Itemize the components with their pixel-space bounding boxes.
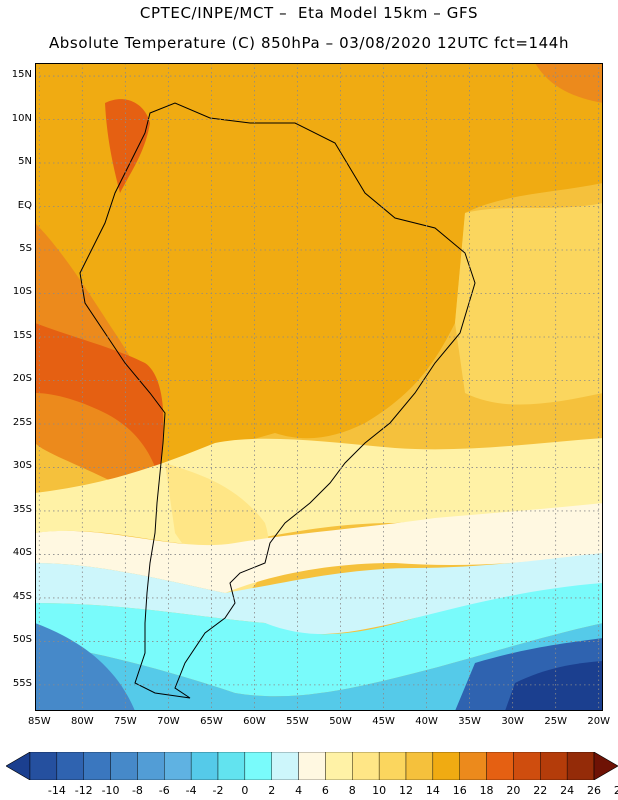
colorbar-segment: [137, 752, 165, 780]
colorbar-segment: [56, 752, 84, 780]
colorbar-segment: [190, 752, 219, 780]
caribbean-hot-area: [535, 63, 603, 103]
colorbar-segment: [244, 752, 272, 780]
colorbar-segment: [352, 752, 380, 780]
longitude-label: 60W: [243, 716, 266, 727]
colorbar-label: 10: [372, 784, 387, 797]
longitude-label: 50W: [329, 716, 352, 727]
colorbar-segment: [83, 752, 111, 780]
colorbar-label: -6: [158, 784, 170, 797]
longitude-label: 30W: [501, 716, 524, 727]
colorbar-segment: [164, 752, 192, 780]
latitude-label: 40S: [12, 547, 32, 559]
latitude-label: 30S: [12, 460, 32, 472]
longitude-label: 35W: [458, 716, 481, 727]
longitude-label: 65W: [200, 716, 223, 727]
longitude-label: 70W: [157, 716, 180, 727]
colorbar-label: -10: [101, 784, 120, 797]
latitude-label: 50S: [12, 634, 32, 646]
tropical-warm-area: [35, 63, 603, 493]
pale-cyan-band: [35, 553, 603, 635]
latitude-label: 10S: [12, 286, 32, 298]
cyan-band: [35, 583, 603, 697]
cream-transition-band: [35, 503, 603, 593]
colorbar-label: -14: [47, 784, 66, 797]
colorbar-segment: [405, 752, 434, 780]
latitude-label: 5S: [19, 243, 32, 254]
longitude-label: 20W: [587, 716, 610, 727]
colorbar-segment: [459, 752, 487, 780]
colorbar-label: 22: [533, 784, 548, 797]
latitude-label: 15N: [11, 69, 32, 81]
colorbar-label: 28: [613, 784, 618, 797]
colorbar-segment: [378, 752, 407, 780]
colorbar-max-arrow: [593, 752, 618, 780]
colorbar-label: 8: [348, 784, 356, 797]
latitude-label: EQ: [17, 199, 32, 211]
longitude-label: 45W: [372, 716, 395, 727]
temperature-map: [35, 63, 603, 711]
southwest-cold-area: [35, 623, 135, 711]
colorbar-segment: [110, 752, 138, 780]
colorbar-segment: [217, 752, 246, 780]
colorbar-label: 2: [268, 784, 276, 797]
longitude-label: 75W: [114, 716, 137, 727]
colorbar-label: 4: [295, 784, 303, 797]
colorbar-segment: [566, 752, 595, 780]
colorbar-min-arrow: [6, 752, 31, 780]
latitude-label: 10N: [11, 112, 32, 124]
colorbar-label: 18: [479, 784, 494, 797]
colorbar-label: -2: [212, 784, 224, 797]
latitude-label: 35S: [12, 503, 32, 515]
colorbar-segment: [432, 752, 460, 780]
colorbar-label: -4: [185, 784, 197, 797]
longitude-label: 40W: [415, 716, 438, 727]
colorbar-segment: [271, 752, 299, 780]
colorbar-label: 14: [425, 784, 440, 797]
longitude-label: 25W: [544, 716, 567, 727]
map-subtitle: Absolute Temperature (C) 850hPa – 03/08/…: [48, 34, 570, 52]
colorbar-label: 12: [399, 784, 413, 797]
colorbar-label: -12: [74, 784, 93, 797]
colorbar-label: 16: [452, 784, 467, 797]
longitude-label: 85W: [27, 716, 51, 727]
colorbar-label: 20: [506, 784, 521, 797]
latitude-label: 15S: [12, 329, 32, 341]
colorbar-segment: [486, 752, 514, 780]
longitude-label: 55W: [286, 716, 309, 727]
colorbar-segment: [513, 752, 541, 780]
latitude-label: 55S: [12, 677, 32, 689]
colorbar-label: 24: [560, 784, 575, 797]
colorbar-label: 6: [321, 784, 329, 797]
latitude-label: 25S: [12, 416, 32, 428]
andes-northern-hot-spot: [105, 99, 150, 193]
southeast-coldest-area: [505, 661, 603, 711]
map-border: [35, 63, 603, 711]
longitude-label: 80W: [71, 716, 94, 727]
latitude-label: 20S: [12, 373, 32, 385]
map-title: CPTEC/INPE/MCT – Eta Model 15km – GFS: [139, 4, 479, 22]
colorbar-segment: [325, 752, 353, 780]
colorbar-segment: [540, 752, 568, 780]
coastline: [79, 102, 476, 699]
colorbar-label: 0: [241, 784, 249, 797]
andes-hot-ridge: [35, 323, 164, 483]
latitude-label: 5N: [18, 156, 32, 168]
colorbar-segment: [298, 752, 326, 780]
atlantic-yellow-area: [455, 203, 603, 405]
colorbar-label: 26: [587, 784, 601, 797]
latitude-label: 45S: [12, 590, 32, 602]
colorbar-segment: [29, 752, 58, 780]
colorbar-label: -8: [131, 784, 143, 797]
temperature-colorbar: [6, 752, 618, 780]
